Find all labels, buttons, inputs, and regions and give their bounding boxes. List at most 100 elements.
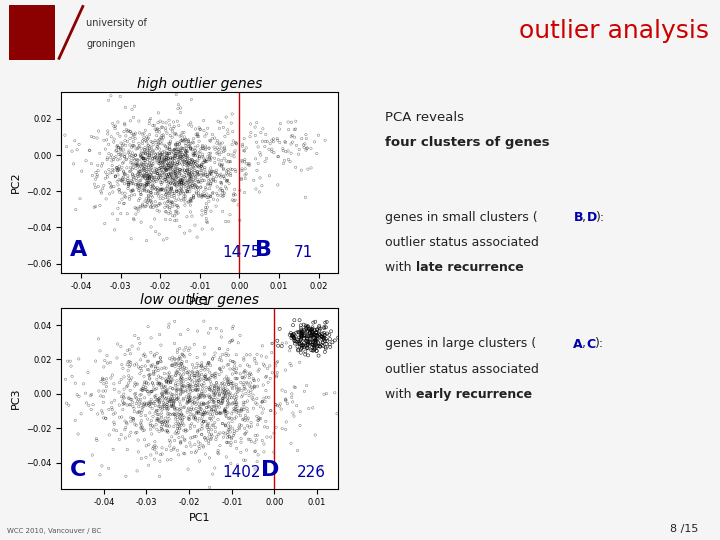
Point bbox=[145, 188, 157, 197]
Point bbox=[239, 158, 251, 166]
Point bbox=[159, 169, 171, 178]
Point bbox=[168, 191, 180, 200]
Point bbox=[157, 123, 168, 132]
Point bbox=[203, 436, 215, 445]
Point bbox=[130, 203, 141, 212]
Point bbox=[137, 139, 148, 148]
Point bbox=[143, 399, 154, 408]
Point bbox=[171, 346, 183, 354]
Point bbox=[210, 406, 221, 414]
Point bbox=[155, 357, 166, 366]
Point bbox=[190, 404, 202, 413]
Point bbox=[206, 430, 217, 438]
Point bbox=[195, 392, 207, 401]
Point bbox=[198, 399, 210, 408]
Point bbox=[135, 190, 147, 199]
Point bbox=[139, 156, 150, 164]
Point bbox=[156, 180, 167, 188]
Point bbox=[251, 166, 263, 175]
Point bbox=[287, 409, 299, 417]
Point bbox=[238, 134, 250, 143]
Point bbox=[161, 181, 173, 190]
Point bbox=[142, 415, 153, 423]
Point bbox=[183, 158, 194, 167]
Point bbox=[90, 357, 102, 366]
Point bbox=[127, 178, 138, 186]
Point bbox=[178, 421, 189, 429]
Point bbox=[174, 424, 185, 433]
Point bbox=[217, 428, 229, 437]
Point bbox=[101, 136, 112, 144]
Point bbox=[320, 343, 331, 352]
Point bbox=[203, 359, 215, 368]
Point bbox=[180, 184, 192, 193]
Point bbox=[175, 360, 186, 368]
Point bbox=[214, 124, 225, 133]
Point bbox=[173, 147, 184, 156]
Point bbox=[309, 341, 320, 350]
Point bbox=[252, 421, 264, 429]
Point bbox=[204, 136, 215, 145]
Point bbox=[252, 143, 264, 151]
Point bbox=[125, 159, 137, 167]
Point bbox=[270, 401, 282, 409]
Point bbox=[151, 158, 163, 166]
Point bbox=[184, 154, 195, 163]
Point bbox=[200, 142, 212, 151]
Point bbox=[172, 208, 184, 217]
Point bbox=[48, 379, 59, 388]
Text: C: C bbox=[70, 460, 86, 480]
Point bbox=[118, 373, 130, 381]
Point bbox=[151, 167, 163, 176]
Point bbox=[145, 171, 157, 179]
Point bbox=[140, 171, 152, 180]
Point bbox=[143, 141, 154, 150]
Point bbox=[196, 400, 207, 409]
Point bbox=[120, 350, 131, 359]
Point bbox=[200, 145, 212, 154]
Point bbox=[136, 366, 148, 375]
Point bbox=[162, 370, 174, 379]
Point bbox=[176, 144, 187, 152]
Point bbox=[212, 446, 224, 455]
Point bbox=[162, 172, 174, 181]
Point bbox=[248, 382, 260, 390]
Point bbox=[130, 145, 142, 153]
Point bbox=[197, 192, 208, 200]
Point bbox=[153, 414, 164, 423]
Point bbox=[213, 408, 225, 416]
Point bbox=[146, 387, 158, 396]
Point bbox=[192, 408, 204, 416]
Point bbox=[189, 157, 200, 166]
Point bbox=[215, 353, 226, 362]
Point bbox=[182, 465, 194, 474]
Point bbox=[185, 442, 197, 450]
Point bbox=[212, 397, 224, 406]
Point bbox=[105, 153, 117, 162]
Point bbox=[171, 187, 183, 195]
Point bbox=[222, 150, 234, 159]
Point bbox=[125, 349, 136, 358]
Point bbox=[251, 435, 262, 444]
Point bbox=[127, 186, 138, 194]
Point bbox=[199, 434, 210, 442]
Point bbox=[155, 185, 166, 193]
Point bbox=[261, 137, 273, 146]
Point bbox=[203, 439, 215, 448]
Point bbox=[294, 407, 306, 416]
Point bbox=[161, 161, 173, 170]
Point bbox=[135, 152, 147, 161]
Point bbox=[181, 357, 192, 366]
Point bbox=[276, 405, 287, 414]
Point bbox=[70, 416, 81, 425]
Point bbox=[223, 360, 235, 369]
Point bbox=[302, 332, 313, 341]
Point bbox=[194, 376, 205, 385]
Point bbox=[161, 379, 172, 387]
Point bbox=[212, 384, 224, 393]
Point bbox=[148, 121, 160, 130]
Point bbox=[194, 444, 205, 453]
Point bbox=[188, 414, 199, 422]
Point bbox=[151, 416, 163, 425]
Point bbox=[171, 164, 183, 172]
